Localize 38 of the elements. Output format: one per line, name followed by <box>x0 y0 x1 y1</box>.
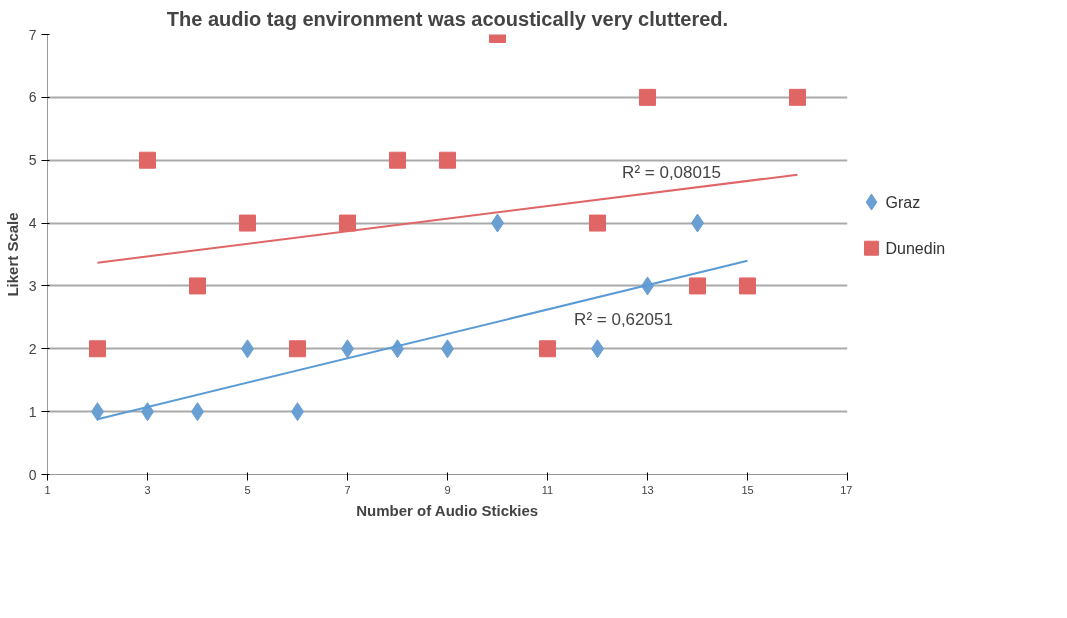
point <box>589 214 606 232</box>
point <box>739 277 756 295</box>
point <box>89 340 106 358</box>
y-tick-label: 7 <box>28 26 37 43</box>
y-tick-label: 4 <box>28 215 37 232</box>
annotation: R² = 0,08015 <box>622 162 721 182</box>
chart-title: The audio tag environment was acoustically very cluttered. <box>166 7 729 30</box>
x-tick-label: 3 <box>144 483 151 496</box>
x-tick-label: 15 <box>741 483 754 496</box>
x-tick-label: 17 <box>840 483 853 496</box>
y-tick-label: 3 <box>28 277 37 294</box>
y-tick-label: 0 <box>28 466 37 483</box>
x-tick-label: 11 <box>541 483 554 496</box>
y-tick-label: 1 <box>28 403 37 420</box>
y-axis-title: Likert Scale <box>3 212 21 297</box>
point <box>289 340 306 358</box>
point <box>639 88 656 106</box>
legend-label: Dunedin <box>885 239 946 257</box>
legend-label: Graz <box>885 193 921 211</box>
point <box>389 151 406 169</box>
y-tick-label: 2 <box>28 340 37 357</box>
y-tick-label: 6 <box>28 89 37 106</box>
point <box>439 151 456 169</box>
x-tick-label: 1 <box>44 483 51 496</box>
y-tick-label: 5 <box>28 152 37 169</box>
annotation: R² = 0,62051 <box>574 310 673 330</box>
x-tick-label: 9 <box>444 483 451 496</box>
point <box>339 214 356 232</box>
point <box>139 151 156 169</box>
x-tick-label: 5 <box>244 483 251 496</box>
point <box>239 214 256 232</box>
point <box>689 277 706 295</box>
point <box>789 88 806 106</box>
x-tick-label: 7 <box>344 483 351 496</box>
x-axis-title: Number of Audio Stickies <box>356 501 539 519</box>
x-tick-label: 13 <box>641 483 654 496</box>
point <box>189 277 206 295</box>
point <box>539 340 556 358</box>
